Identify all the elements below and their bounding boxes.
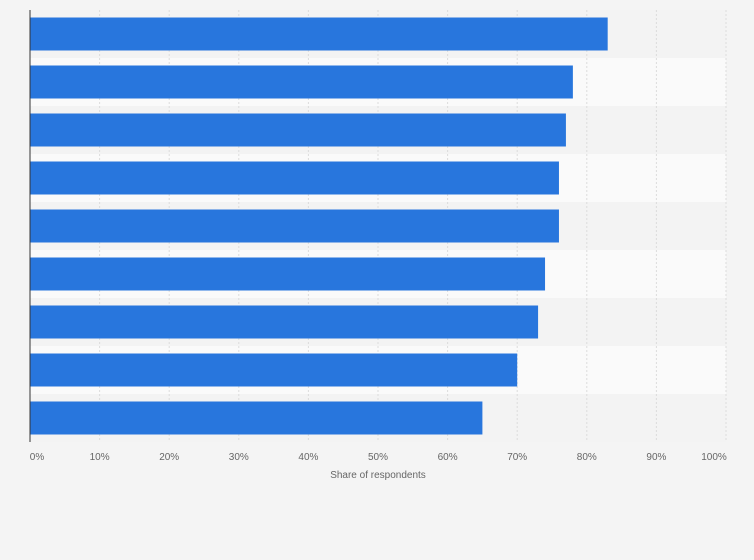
x-tick-labels: 0% 10% 20% 30% 40% 50% 60% 70% 80% 90% 100% (30, 452, 727, 463)
x-tick-label: 100% (701, 452, 727, 463)
bar[interactable] (30, 305, 539, 339)
x-tick-label: 50% (368, 452, 388, 463)
x-axis-title: Share of respondents (330, 470, 426, 481)
x-tick-label: 30% (229, 452, 249, 463)
bar[interactable] (30, 353, 518, 387)
bar[interactable] (30, 209, 559, 243)
x-tick-label: 90% (646, 452, 666, 463)
bar[interactable] (30, 257, 546, 291)
x-tick-label: 0% (30, 452, 45, 463)
bar[interactable] (30, 113, 566, 147)
bar[interactable] (30, 401, 483, 435)
x-tick-label: 10% (90, 452, 110, 463)
x-tick-label: 60% (438, 452, 458, 463)
bar[interactable] (30, 17, 608, 51)
bar[interactable] (30, 161, 559, 195)
bars (30, 17, 608, 435)
x-tick-label: 20% (159, 452, 179, 463)
x-tick-label: 70% (507, 452, 527, 463)
x-tick-label: 80% (577, 452, 597, 463)
bar[interactable] (30, 65, 573, 99)
x-tick-label: 40% (298, 452, 318, 463)
